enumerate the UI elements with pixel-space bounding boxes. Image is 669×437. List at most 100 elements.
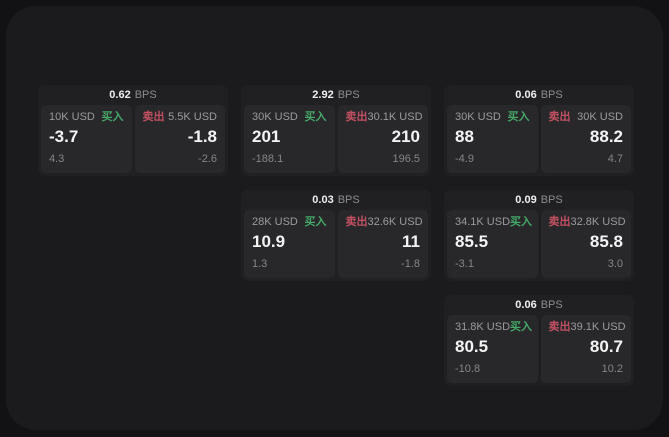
sell-amount: 32.6K USD xyxy=(367,216,423,228)
buy-delta: 1.3 xyxy=(252,258,268,270)
bps-unit-label: BPS xyxy=(540,194,563,206)
bps-unit-label: BPS xyxy=(134,89,157,101)
buy-side-label: 买入 xyxy=(510,321,533,333)
sell-amount: 32.8K USD xyxy=(570,216,626,228)
quote-panes: 10K USD 买入 -3.7 4.3 卖出 5.5K USD -1.8 -2.… xyxy=(38,105,228,176)
buy-pane-header: 34.1K USD 买入 xyxy=(455,216,533,229)
buy-pane[interactable]: 34.1K USD 买入 85.5 -3.1 xyxy=(447,210,538,278)
card-header: 0.06 BPS xyxy=(444,85,634,105)
card-header: 2.92 BPS xyxy=(241,85,431,105)
buy-price: 85.5 xyxy=(455,232,489,251)
sell-delta: 196.5 xyxy=(392,153,420,165)
buy-delta: -4.9 xyxy=(455,153,474,165)
sell-pane[interactable]: 卖出 32.8K USD 85.8 3.0 xyxy=(540,210,631,278)
sell-pane-header: 卖出 30K USD xyxy=(549,111,624,124)
sell-side-label: 卖出 xyxy=(548,321,571,333)
sell-pane-header: 卖出 32.6K USD xyxy=(345,216,423,229)
sell-price: 85.8 xyxy=(589,232,623,251)
bps-value: 0.06 xyxy=(515,299,537,311)
sell-pane-header: 卖出 32.8K USD xyxy=(548,216,626,229)
card-header: 0.09 BPS xyxy=(444,190,634,210)
sell-delta: 3.0 xyxy=(607,258,623,270)
sell-pane[interactable]: 卖出 5.5K USD -1.8 -2.6 xyxy=(134,105,225,173)
card-header: 0.03 BPS xyxy=(241,190,431,210)
bps-value: 0.03 xyxy=(312,194,334,206)
quote-card: 0.62 BPS 10K USD 买入 -3.7 4.3 卖出 5.5K USD… xyxy=(38,85,228,176)
buy-pane-header: 28K USD 买入 xyxy=(252,216,327,229)
buy-pane[interactable]: 31.8K USD 买入 80.5 -10.8 xyxy=(447,315,538,383)
buy-side-label: 买入 xyxy=(510,216,533,228)
cards-grid: 0.62 BPS 10K USD 买入 -3.7 4.3 卖出 5.5K USD… xyxy=(38,85,634,386)
buy-delta: -3.1 xyxy=(455,258,474,270)
quote-card: 0.06 BPS 31.8K USD 买入 80.5 -10.8 卖出 39.1… xyxy=(444,295,634,386)
buy-amount: 30K USD xyxy=(252,111,298,123)
buy-price: 88 xyxy=(455,127,474,146)
buy-delta: 4.3 xyxy=(49,153,65,165)
sell-amount: 30.1K USD xyxy=(367,111,423,123)
sell-amount: 30K USD xyxy=(577,111,623,123)
buy-amount: 10K USD xyxy=(49,111,95,123)
sell-pane[interactable]: 卖出 30.1K USD 210 196.5 xyxy=(337,105,428,173)
sell-delta: 10.2 xyxy=(601,363,623,375)
sell-delta: 4.7 xyxy=(607,153,623,165)
sell-side-label: 卖出 xyxy=(548,216,571,228)
buy-pane-header: 31.8K USD 买入 xyxy=(455,321,533,334)
buy-side-label: 买入 xyxy=(507,111,530,123)
sell-pane[interactable]: 卖出 39.1K USD 80.7 10.2 xyxy=(540,315,631,383)
sell-price: 88.2 xyxy=(589,127,623,146)
buy-side-label: 买入 xyxy=(101,111,124,123)
bps-value: 0.09 xyxy=(515,194,537,206)
buy-delta: -10.8 xyxy=(455,363,481,375)
sell-side-label: 卖出 xyxy=(548,111,571,123)
sell-delta: -2.6 xyxy=(198,153,217,165)
sell-price: 80.7 xyxy=(589,337,623,356)
quotes-panel: 0.62 BPS 10K USD 买入 -3.7 4.3 卖出 5.5K USD… xyxy=(6,6,663,430)
sell-pane-header: 卖出 5.5K USD xyxy=(143,111,218,124)
card-header: 0.62 BPS xyxy=(38,85,228,105)
sell-amount: 5.5K USD xyxy=(168,111,217,123)
buy-price: 10.9 xyxy=(252,232,286,251)
sell-price: 11 xyxy=(402,232,420,251)
quote-card: 0.03 BPS 28K USD 买入 10.9 1.3 卖出 32.6K US… xyxy=(241,190,431,281)
sell-pane-header: 卖出 39.1K USD xyxy=(548,321,626,334)
bps-value: 0.06 xyxy=(515,89,537,101)
buy-pane[interactable]: 28K USD 买入 10.9 1.3 xyxy=(244,210,335,278)
card-header: 0.06 BPS xyxy=(444,295,634,315)
sell-side-label: 卖出 xyxy=(345,216,368,228)
sell-side-label: 卖出 xyxy=(142,111,165,123)
quote-panes: 30K USD 买入 88 -4.9 卖出 30K USD 88.2 4.7 xyxy=(444,105,634,176)
bps-value: 2.92 xyxy=(312,89,334,101)
bps-value: 0.62 xyxy=(109,89,131,101)
buy-price: 201 xyxy=(252,127,281,146)
sell-pane[interactable]: 卖出 30K USD 88.2 4.7 xyxy=(540,105,631,173)
buy-price: -3.7 xyxy=(49,127,79,146)
buy-amount: 31.8K USD xyxy=(455,321,511,333)
buy-amount: 34.1K USD xyxy=(455,216,511,228)
sell-pane[interactable]: 卖出 32.6K USD 11 -1.8 xyxy=(337,210,428,278)
sell-price: -1.8 xyxy=(187,127,217,146)
bps-unit-label: BPS xyxy=(540,299,563,311)
buy-amount: 30K USD xyxy=(455,111,501,123)
sell-price: 210 xyxy=(391,127,420,146)
quote-panes: 28K USD 买入 10.9 1.3 卖出 32.6K USD 11 -1.8 xyxy=(241,210,431,281)
sell-delta: -1.8 xyxy=(401,258,420,270)
quote-panes: 31.8K USD 买入 80.5 -10.8 卖出 39.1K USD 80.… xyxy=(444,315,634,386)
buy-pane-header: 30K USD 买入 xyxy=(455,111,530,124)
sell-pane-header: 卖出 30.1K USD xyxy=(345,111,423,124)
buy-pane[interactable]: 30K USD 买入 201 -188.1 xyxy=(244,105,335,173)
bps-unit-label: BPS xyxy=(337,89,360,101)
buy-price: 80.5 xyxy=(455,337,489,356)
buy-pane[interactable]: 10K USD 买入 -3.7 4.3 xyxy=(41,105,132,173)
sell-side-label: 卖出 xyxy=(345,111,368,123)
buy-side-label: 买入 xyxy=(304,111,327,123)
buy-pane-header: 10K USD 买入 xyxy=(49,111,124,124)
quote-card: 0.06 BPS 30K USD 买入 88 -4.9 卖出 30K USD 8… xyxy=(444,85,634,176)
buy-pane[interactable]: 30K USD 买入 88 -4.9 xyxy=(447,105,538,173)
buy-side-label: 买入 xyxy=(304,216,327,228)
buy-delta: -188.1 xyxy=(252,153,284,165)
buy-amount: 28K USD xyxy=(252,216,298,228)
buy-pane-header: 30K USD 买入 xyxy=(252,111,327,124)
quote-card: 0.09 BPS 34.1K USD 买入 85.5 -3.1 卖出 32.8K… xyxy=(444,190,634,281)
quote-card: 2.92 BPS 30K USD 买入 201 -188.1 卖出 30.1K … xyxy=(241,85,431,176)
